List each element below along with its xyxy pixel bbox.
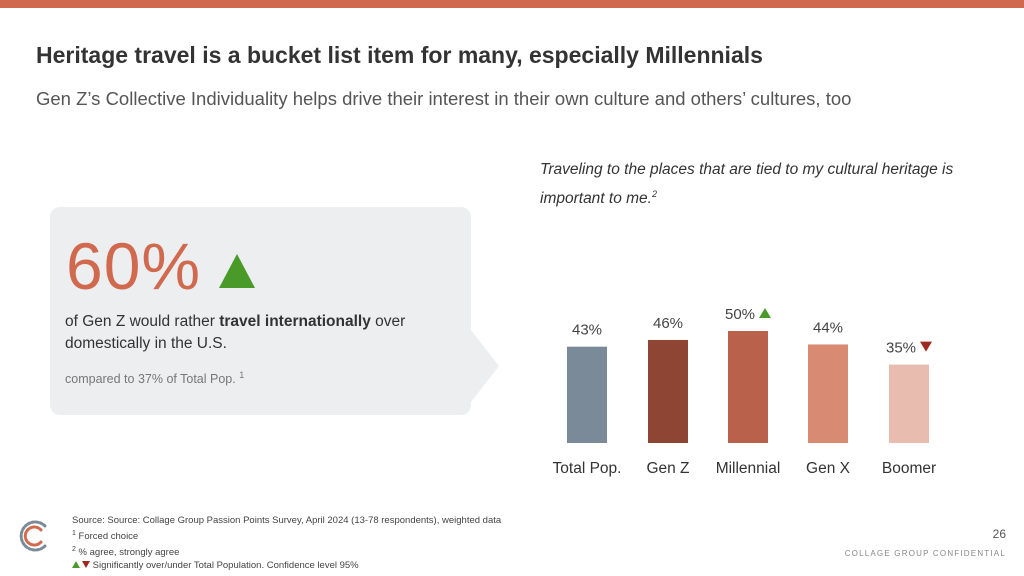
callout-note-footnote: 1 [239, 370, 245, 380]
category-label-3: Gen X [806, 460, 851, 477]
callout-text-before: of Gen Z would rather [65, 313, 220, 330]
chart-question-text: Traveling to the places that are tied to… [540, 161, 954, 208]
footnote-1-text: Forced choice [78, 531, 139, 543]
data-label-4: 35% [886, 340, 916, 357]
significance-note-text: Significantly over/under Total Populatio… [92, 560, 359, 572]
footnote-1: 1 Forced choice [72, 527, 501, 543]
significance-up-marker-2 [759, 308, 771, 318]
stat-callout-box [50, 207, 471, 415]
footnote-2: 2 % agree, strongly agree [72, 543, 501, 559]
page-subtitle: Gen Z’s Collective Individuality helps d… [36, 88, 852, 109]
bar-1 [648, 339, 688, 443]
category-label-4: Boomer [882, 460, 936, 477]
collage-group-logo [19, 520, 47, 552]
callout-pointer [471, 330, 499, 402]
bar-chart: 43% Total Pop. 46% Gen Z 50% Millennial 44% Gen… [553, 306, 937, 477]
significance-up-icon [219, 254, 255, 288]
footer-notes: Source: Source: Collage Group Passion Po… [72, 514, 501, 572]
category-label-1: Gen Z [646, 460, 689, 477]
footnote-2-mark: 2 [72, 546, 76, 554]
significance-note: Significantly over/under Total Populatio… [72, 559, 501, 572]
significance-down-marker-4 [920, 341, 932, 352]
chart-question-footnote: 2 [652, 189, 658, 199]
bar-3 [808, 344, 848, 443]
footnote-1-mark: 1 [72, 530, 76, 537]
page-number: 26 [992, 527, 1006, 541]
confidential-label: COLLAGE GROUP CONFIDENTIAL [844, 549, 1006, 558]
top-accent-bar [0, 0, 1024, 8]
triangle-up-icon [72, 561, 80, 569]
callout-stat: 60% [66, 229, 202, 303]
bar-2 [728, 331, 768, 443]
footnote-2-text: % agree, strongly agree [78, 547, 180, 559]
callout-text-after: over domestically in the U.S. [65, 313, 406, 352]
source-note: Source: Source: Collage Group Passion Po… [72, 515, 502, 526]
data-label-0: 43% [572, 322, 602, 339]
bar-0 [567, 346, 607, 443]
callout-text: of Gen Z would rather travel internation… [65, 311, 460, 355]
category-label-0: Total Pop. [553, 460, 622, 477]
chart-question: Traveling to the places that are tied to… [540, 158, 960, 211]
page-title: Heritage travel is a bucket list item fo… [36, 42, 763, 68]
callout-note-text: compared to 37% of Total Pop. [65, 372, 236, 387]
callout-text-bold: travel internationally [219, 313, 371, 330]
callout-note: compared to 37% of Total Pop. 1 [65, 370, 244, 386]
category-label-2: Millennial [716, 460, 781, 477]
data-label-1: 46% [653, 315, 683, 332]
triangle-down-icon [82, 561, 90, 569]
data-label-3: 44% [813, 319, 843, 336]
data-label-2: 50% [725, 306, 755, 323]
bar-4 [889, 364, 929, 443]
